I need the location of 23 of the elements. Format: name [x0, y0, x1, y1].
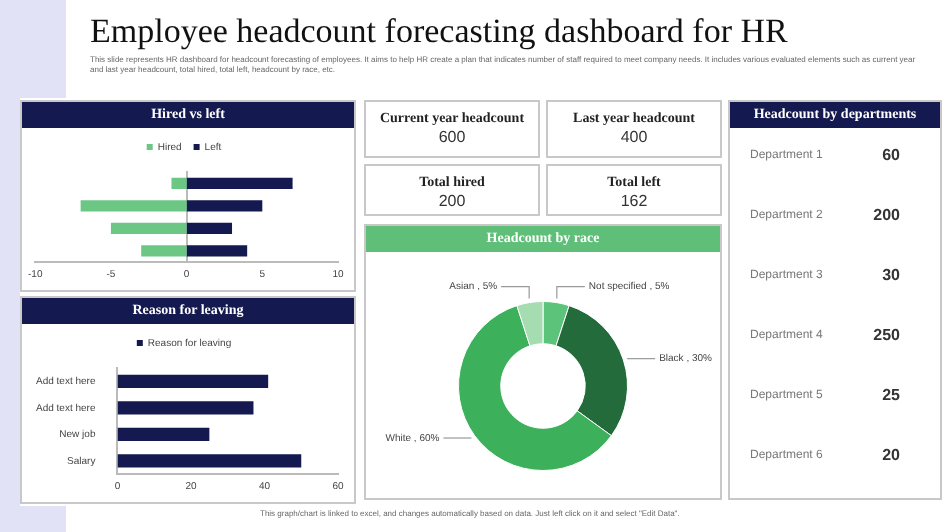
text: Employee headcount forecasting dashboard for HR	[90, 12, 788, 52]
bar	[110, 222, 187, 234]
bar	[186, 245, 248, 257]
bar	[117, 374, 269, 388]
bar	[80, 200, 187, 212]
text: 162	[618, 192, 650, 210]
text: 60	[882, 144, 900, 168]
bar	[186, 177, 293, 189]
text: 200	[436, 192, 468, 210]
text: 20	[882, 444, 900, 468]
text: 200	[873, 204, 900, 228]
text: 250	[873, 324, 900, 348]
bar	[171, 177, 187, 189]
text: 25	[882, 384, 900, 408]
bar	[117, 427, 210, 441]
text: 400	[618, 128, 650, 146]
text: 30	[882, 264, 900, 288]
text: 600	[436, 128, 468, 146]
bar	[186, 200, 263, 212]
bar	[141, 245, 187, 257]
bar	[117, 401, 254, 415]
bar	[186, 222, 233, 234]
bar	[117, 454, 302, 468]
